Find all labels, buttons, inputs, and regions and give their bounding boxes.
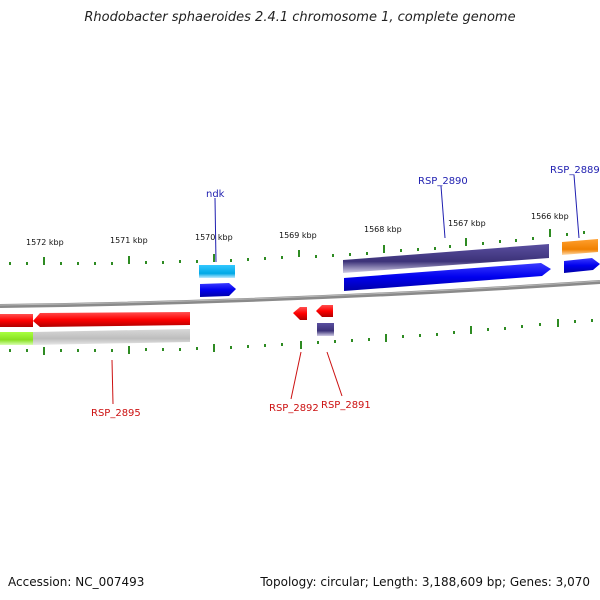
tick-label-1570kbp: 1570 kbp: [195, 233, 233, 242]
left-feature-segment[interactable]: [0, 314, 33, 327]
rsp-2892-leader-line: [290, 351, 302, 400]
gene-label-rsp-2889[interactable]: RSP_2889: [550, 165, 600, 176]
topology-text: Topology: circular; Length: 3,188,609 bp…: [260, 575, 590, 589]
lower-tick-row: [9, 319, 593, 355]
gene-label-rsp-2890[interactable]: RSP_2890: [418, 176, 468, 187]
rsp-2889-feature-box[interactable]: [562, 239, 598, 255]
rsp-2889-arrow[interactable]: [564, 258, 600, 273]
upper-tick-row: [9, 229, 585, 265]
ndk-arrow[interactable]: [200, 283, 236, 297]
tick-label-1567kbp: 1567 kbp: [448, 219, 486, 228]
chromosome-backbone: [0, 280, 600, 308]
rsp-2890-leader-line: [440, 185, 446, 239]
accession-text: Accession: NC_007493: [8, 575, 145, 589]
rsp-2889-leader-line: [573, 174, 580, 239]
gene-label-ndk[interactable]: ndk: [206, 189, 225, 200]
rsp-2895-leader-line: [111, 359, 114, 405]
tick-label-1568kbp: 1568 kbp: [364, 225, 402, 234]
rsp-2890-arrow[interactable]: [344, 263, 551, 291]
tick-label-1571kbp: 1571 kbp: [110, 236, 148, 245]
rsp-2895-arrow[interactable]: [33, 312, 190, 327]
tick-label-1566kbp: 1566 kbp: [531, 212, 569, 221]
gene-label-rsp-2891[interactable]: RSP_2891: [321, 400, 371, 411]
rsp-2891-leader-line: [326, 351, 343, 397]
rsp-2895-feature-box[interactable]: [33, 329, 190, 345]
rsp-2892-arrow[interactable]: [293, 307, 307, 320]
ndk-feature-box[interactable]: [199, 265, 235, 278]
tick-label-1572kbp: 1572 kbp: [26, 238, 64, 247]
gene-label-rsp-2895[interactable]: RSP_2895: [91, 408, 141, 419]
ndk-leader-line: [214, 197, 217, 263]
tick-label-1569kbp: 1569 kbp: [279, 231, 317, 240]
map-title: Rhodobacter sphaeroides 2.4.1 chromosome…: [84, 10, 516, 25]
rsp-2891-arrow[interactable]: [316, 305, 333, 317]
rsp-2890-feature-box[interactable]: [343, 244, 549, 273]
rsp-2891-feature-box[interactable]: [317, 323, 334, 336]
gene-label-rsp-2892[interactable]: RSP_2892: [269, 403, 319, 414]
left-green-segment[interactable]: [0, 332, 33, 345]
